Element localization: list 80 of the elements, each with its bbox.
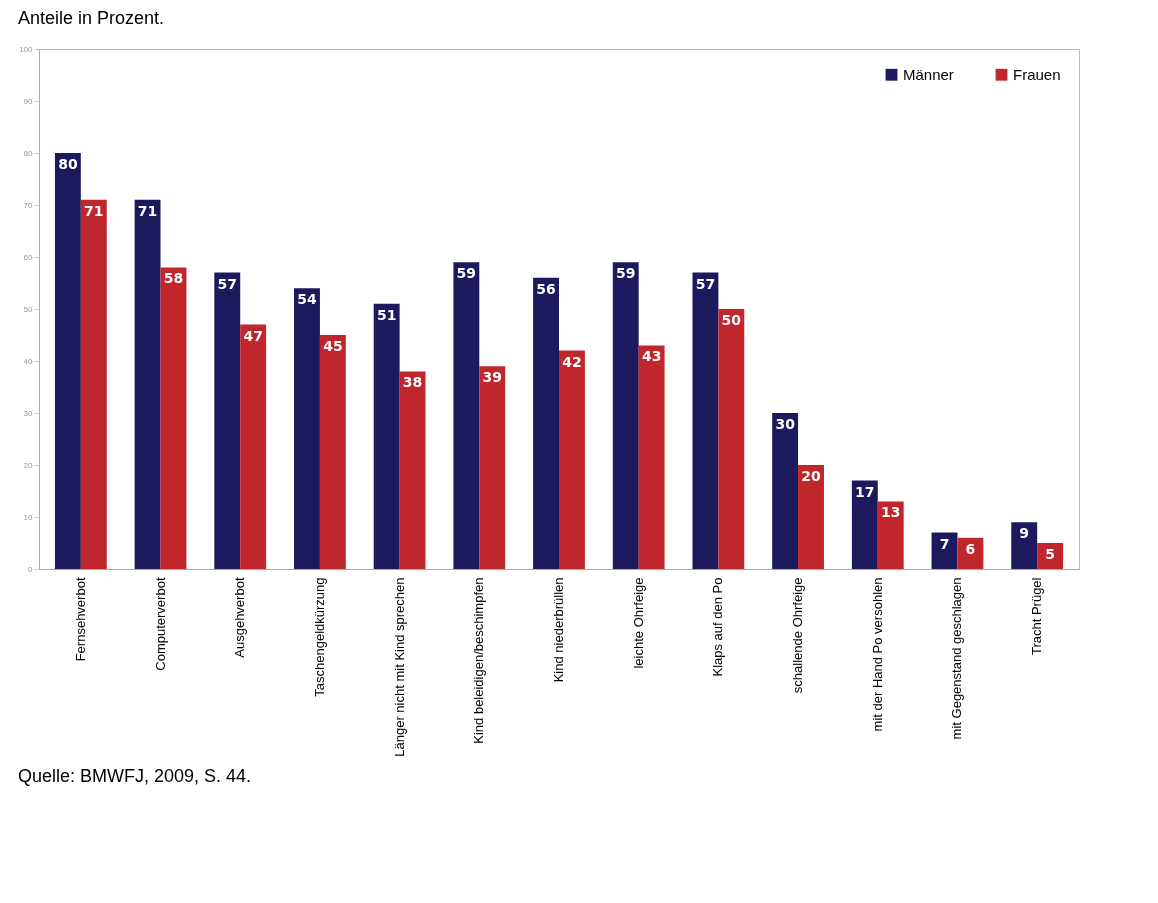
bar xyxy=(533,277,559,569)
bar xyxy=(931,532,958,569)
bar xyxy=(479,366,506,569)
bar xyxy=(559,350,585,569)
y-tick-label: 20 xyxy=(23,460,34,470)
y-tick-label: 10 xyxy=(23,512,34,522)
data-label: 59 xyxy=(616,265,636,282)
data-label: 58 xyxy=(163,270,184,287)
data-label: 7 xyxy=(939,535,950,552)
bar xyxy=(877,501,904,569)
bar xyxy=(453,262,480,569)
bar xyxy=(692,272,719,569)
data-label: 59 xyxy=(456,265,477,282)
x-tick-label: leichte Ohrfeige xyxy=(630,577,646,669)
bar xyxy=(319,335,346,569)
data-label: 71 xyxy=(137,202,158,219)
y-tick-label: 90 xyxy=(23,96,34,106)
x-tick-label: mit der Hand Po versohlen xyxy=(869,577,885,732)
bar xyxy=(294,288,320,569)
y-tick-label: 60 xyxy=(23,252,34,262)
bar xyxy=(772,413,799,569)
bar xyxy=(240,324,267,569)
data-label: 13 xyxy=(880,504,901,521)
x-tick-label: Computerverbot xyxy=(152,577,168,671)
bar xyxy=(957,537,984,569)
x-tick-label: schallende Ohrfeige xyxy=(790,577,806,694)
data-label: 5 xyxy=(1045,546,1055,562)
chart-title: Anteile in Prozent. xyxy=(18,8,166,29)
bar xyxy=(54,153,81,569)
y-tick-label: 40 xyxy=(23,356,34,366)
x-tick-label: mit Gegenstand geschlagen xyxy=(949,577,965,740)
data-label: 57 xyxy=(695,275,716,292)
data-label: 6 xyxy=(965,540,976,557)
bar xyxy=(1037,543,1064,569)
x-tick-label: Länger nicht mit Kind sprechen xyxy=(391,577,407,757)
bar xyxy=(160,267,187,569)
data-label: 17 xyxy=(855,483,875,500)
data-label: 56 xyxy=(536,280,556,297)
x-tick-label: Tracht Prügel xyxy=(1029,577,1045,656)
data-label: 54 xyxy=(297,291,317,308)
data-label: 80 xyxy=(58,156,78,172)
bar xyxy=(851,480,878,569)
bar xyxy=(638,345,665,569)
bar xyxy=(612,262,639,569)
data-label: 42 xyxy=(562,353,582,370)
x-tick-label: Kind niederbrüllen xyxy=(551,577,566,683)
data-label: 20 xyxy=(801,468,822,484)
y-tick-label: 0 xyxy=(28,564,34,574)
y-tick-label: 50 xyxy=(23,304,34,314)
data-label: 51 xyxy=(376,306,397,323)
bar xyxy=(798,465,824,569)
bar xyxy=(373,303,400,569)
y-tick-label: 100 xyxy=(19,44,34,54)
legend-label: Männer xyxy=(903,65,954,83)
x-tick-label: Ausgehverbot xyxy=(232,577,248,658)
data-label: 71 xyxy=(84,202,104,219)
bar xyxy=(399,371,426,569)
data-label: 30 xyxy=(775,416,796,432)
data-label: 38 xyxy=(402,374,423,391)
y-tick-label: 70 xyxy=(23,200,34,210)
bar xyxy=(718,309,745,569)
x-tick-label: Kind beleidigen/beschimpfen xyxy=(471,577,487,744)
data-label: 47 xyxy=(243,327,263,344)
x-tick-label: Klaps auf den Po xyxy=(710,577,726,677)
x-tick-label: Fernsehverbot xyxy=(72,577,88,662)
bar xyxy=(134,199,161,569)
bar xyxy=(80,199,107,569)
bar xyxy=(214,272,241,569)
x-tick-label: Taschengeldkürzung xyxy=(311,577,327,697)
data-label: 9 xyxy=(1019,525,1030,542)
source-note: Quelle: BMWFJ, 2009, S. 44. xyxy=(18,766,253,787)
bar xyxy=(1011,522,1038,569)
data-label: 39 xyxy=(482,369,502,386)
data-label: 45 xyxy=(323,338,343,354)
y-tick-label: 80 xyxy=(23,148,34,158)
data-label: 57 xyxy=(217,275,238,292)
y-tick-label: 30 xyxy=(23,408,34,418)
data-label: 50 xyxy=(721,312,742,328)
data-label: 43 xyxy=(641,348,662,365)
legend-label: Frauen xyxy=(1013,65,1061,83)
